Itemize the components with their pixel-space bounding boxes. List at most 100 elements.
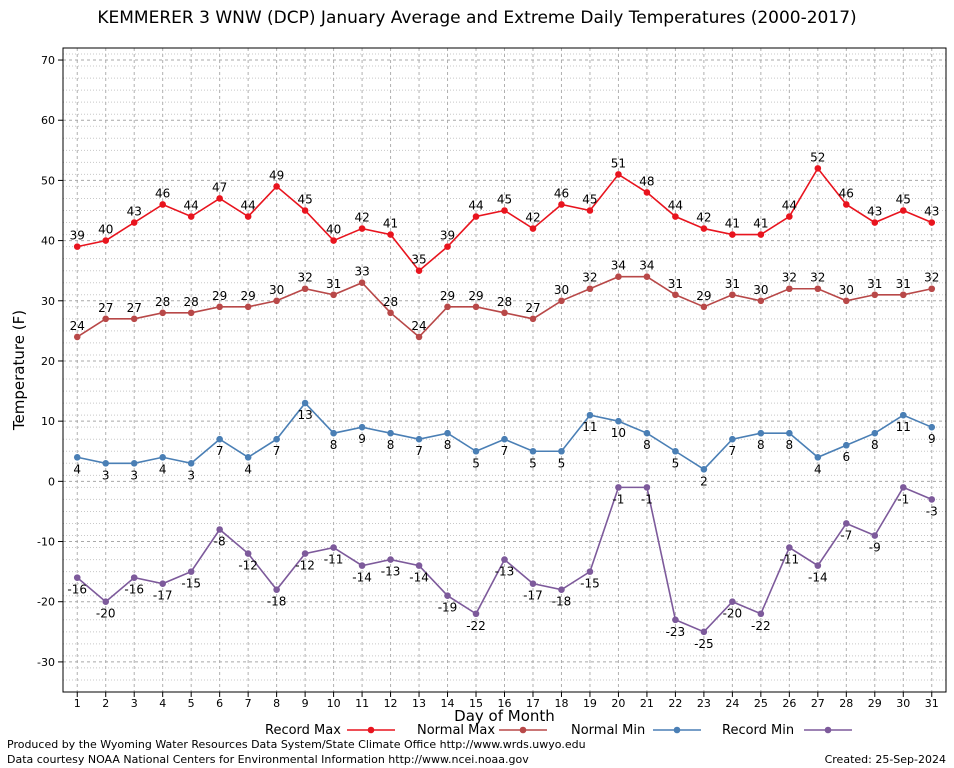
legend-item: Record Max (265, 723, 395, 738)
x-tick-label: 25 (754, 697, 768, 710)
data-point (643, 484, 651, 491)
data-point (700, 628, 708, 636)
series-record-min: -16 -20 -16 -17 -15 -8 -12 -18 -12 -11 -14 -13 -14 -1… (67, 484, 938, 651)
data-point (358, 562, 366, 569)
data-point (472, 610, 480, 618)
data-label: -12 (295, 559, 315, 573)
data-point (729, 598, 736, 606)
data-label: 8 (444, 438, 452, 452)
data-point (73, 453, 81, 461)
data-label: 43 (867, 205, 882, 219)
data-label: 39 (70, 229, 85, 243)
data-label: 13 (297, 408, 312, 422)
x-tick-label: 22 (668, 697, 682, 710)
data-label: 27 (98, 301, 113, 315)
series-normal-min: 4 3 3 4 3 7 4 7 13 8 9 8 7 8 5 7 5 5 11 10 8 5 2 7 8 8 4 6 8 11 9 (73, 399, 936, 488)
footer-created: Created: 25-Sep-2024 (824, 753, 946, 766)
data-label: 5 (672, 456, 680, 470)
data-label: 7 (273, 444, 281, 458)
data-point (928, 423, 936, 431)
data-point (330, 544, 337, 551)
y-tick-label: 70 (41, 54, 55, 67)
data-point (130, 315, 138, 323)
data-label: -16 (67, 583, 87, 597)
y-axis-label: Temperature (F) (10, 310, 28, 431)
data-label: -15 (580, 577, 600, 591)
data-point (672, 291, 679, 299)
data-point (415, 435, 423, 443)
data-point (757, 231, 765, 238)
data-point (757, 297, 765, 305)
data-point (757, 429, 765, 437)
legend-label: Record Min (722, 723, 794, 738)
data-label: 44 (184, 199, 199, 213)
y-tick-label: -20 (37, 596, 55, 609)
data-label: -12 (238, 559, 258, 573)
data-point (700, 225, 708, 232)
data-point (871, 219, 879, 226)
data-point (672, 447, 679, 455)
data-label: 46 (155, 186, 170, 200)
data-point (672, 213, 679, 220)
data-point (159, 309, 166, 317)
data-point (615, 484, 622, 491)
x-tick-label: 21 (640, 697, 654, 710)
data-label: 2 (700, 474, 708, 488)
data-point (586, 568, 594, 575)
legend-label: Normal Min (571, 723, 645, 738)
data-label: 46 (839, 186, 854, 200)
x-tick-label: 23 (697, 697, 711, 710)
data-point (244, 303, 252, 311)
data-label: 51 (611, 156, 626, 170)
data-point (159, 201, 166, 208)
data-point (928, 496, 936, 503)
x-tick-label: 18 (554, 697, 568, 710)
data-label: 45 (297, 193, 312, 207)
y-tick-label: 40 (41, 235, 55, 248)
legend-label: Normal Max (417, 723, 495, 738)
footer-produced-by: Produced by the Wyoming Water Resources … (7, 738, 586, 751)
data-point (700, 303, 708, 311)
data-point (444, 429, 451, 437)
data-point (871, 291, 879, 299)
data-label: 4 (73, 462, 81, 476)
data-point (387, 231, 394, 238)
data-label: 29 (440, 289, 455, 303)
data-label: 44 (468, 199, 483, 213)
data-label: 32 (297, 271, 312, 285)
data-point (814, 453, 822, 461)
data-label: 11 (896, 420, 911, 434)
x-tick-label: 5 (188, 697, 195, 710)
y-tick-label: 0 (48, 475, 55, 488)
data-point (928, 285, 936, 293)
x-tick-label: 29 (868, 697, 882, 710)
data-label: 39 (440, 229, 455, 243)
data-label: 4 (814, 462, 822, 476)
data-point (558, 586, 565, 593)
data-label: 8 (786, 438, 794, 452)
legend-label: Record Max (265, 723, 341, 738)
data-point (273, 435, 280, 443)
data-point (899, 484, 907, 491)
data-label: -3 (926, 504, 938, 518)
data-point (387, 309, 394, 317)
data-label: 31 (326, 277, 341, 291)
data-point (786, 544, 793, 551)
data-label: 9 (928, 432, 936, 446)
footer-data-courtesy: Data courtesy NOAA National Centers for … (7, 753, 529, 766)
data-label: -17 (153, 589, 173, 603)
data-point (415, 562, 423, 569)
data-label: 30 (269, 283, 284, 297)
data-point (643, 429, 651, 437)
data-label: -9 (869, 541, 881, 555)
data-label: 9 (358, 432, 366, 446)
data-label: 31 (867, 277, 882, 291)
x-tick-label: 30 (896, 697, 910, 710)
x-tick-label: 2 (102, 697, 109, 710)
data-point (187, 309, 195, 317)
data-label: 32 (810, 271, 825, 285)
data-label: 31 (725, 277, 740, 291)
data-point (501, 435, 508, 443)
chart-title: KEMMERER 3 WNW (DCP) January Average and… (97, 8, 857, 28)
